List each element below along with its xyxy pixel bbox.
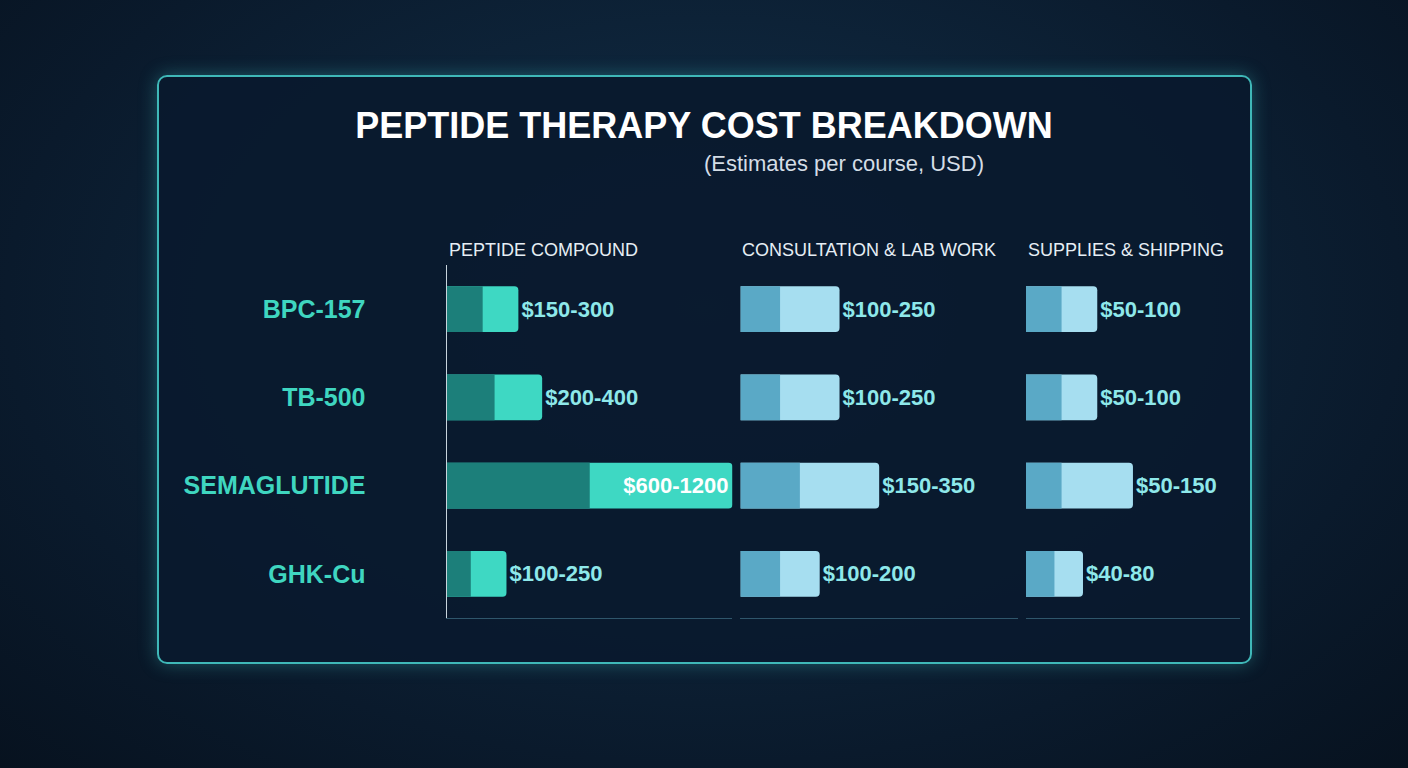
svg-text:$100-250: $100-250 [509, 561, 602, 586]
svg-text:$50-100: $50-100 [1100, 297, 1181, 322]
svg-text:GHK-Cu: GHK-Cu [268, 560, 365, 588]
svg-text:CONSULTATION & LAB WORK: CONSULTATION & LAB WORK [742, 240, 996, 260]
svg-text:$200-400: $200-400 [545, 385, 638, 410]
svg-text:SUPPLIES & SHIPPING: SUPPLIES & SHIPPING [1028, 240, 1224, 260]
svg-text:$50-150: $50-150 [1136, 473, 1217, 498]
svg-text:$40-80: $40-80 [1086, 561, 1155, 586]
svg-text:$100-250: $100-250 [843, 297, 936, 322]
svg-text:BPC-157: BPC-157 [263, 295, 366, 323]
svg-text:TB-500: TB-500 [282, 383, 365, 411]
svg-text:$100-250: $100-250 [843, 385, 936, 410]
svg-text:$150-300: $150-300 [521, 297, 614, 322]
svg-text:PEPTIDE THERAPY COST BREAKDOWN: PEPTIDE THERAPY COST BREAKDOWN [355, 105, 1052, 146]
svg-text:PEPTIDE COMPOUND: PEPTIDE COMPOUND [449, 240, 638, 260]
svg-text:(Estimates per course, USD): (Estimates per course, USD) [704, 151, 984, 176]
svg-text:$150-350: $150-350 [882, 473, 975, 498]
svg-text:$600-1200: $600-1200 [623, 473, 728, 498]
svg-text:SEMAGLUTIDE: SEMAGLUTIDE [184, 471, 366, 499]
svg-text:$50-100: $50-100 [1100, 385, 1181, 410]
svg-text:$100-200: $100-200 [823, 561, 916, 586]
